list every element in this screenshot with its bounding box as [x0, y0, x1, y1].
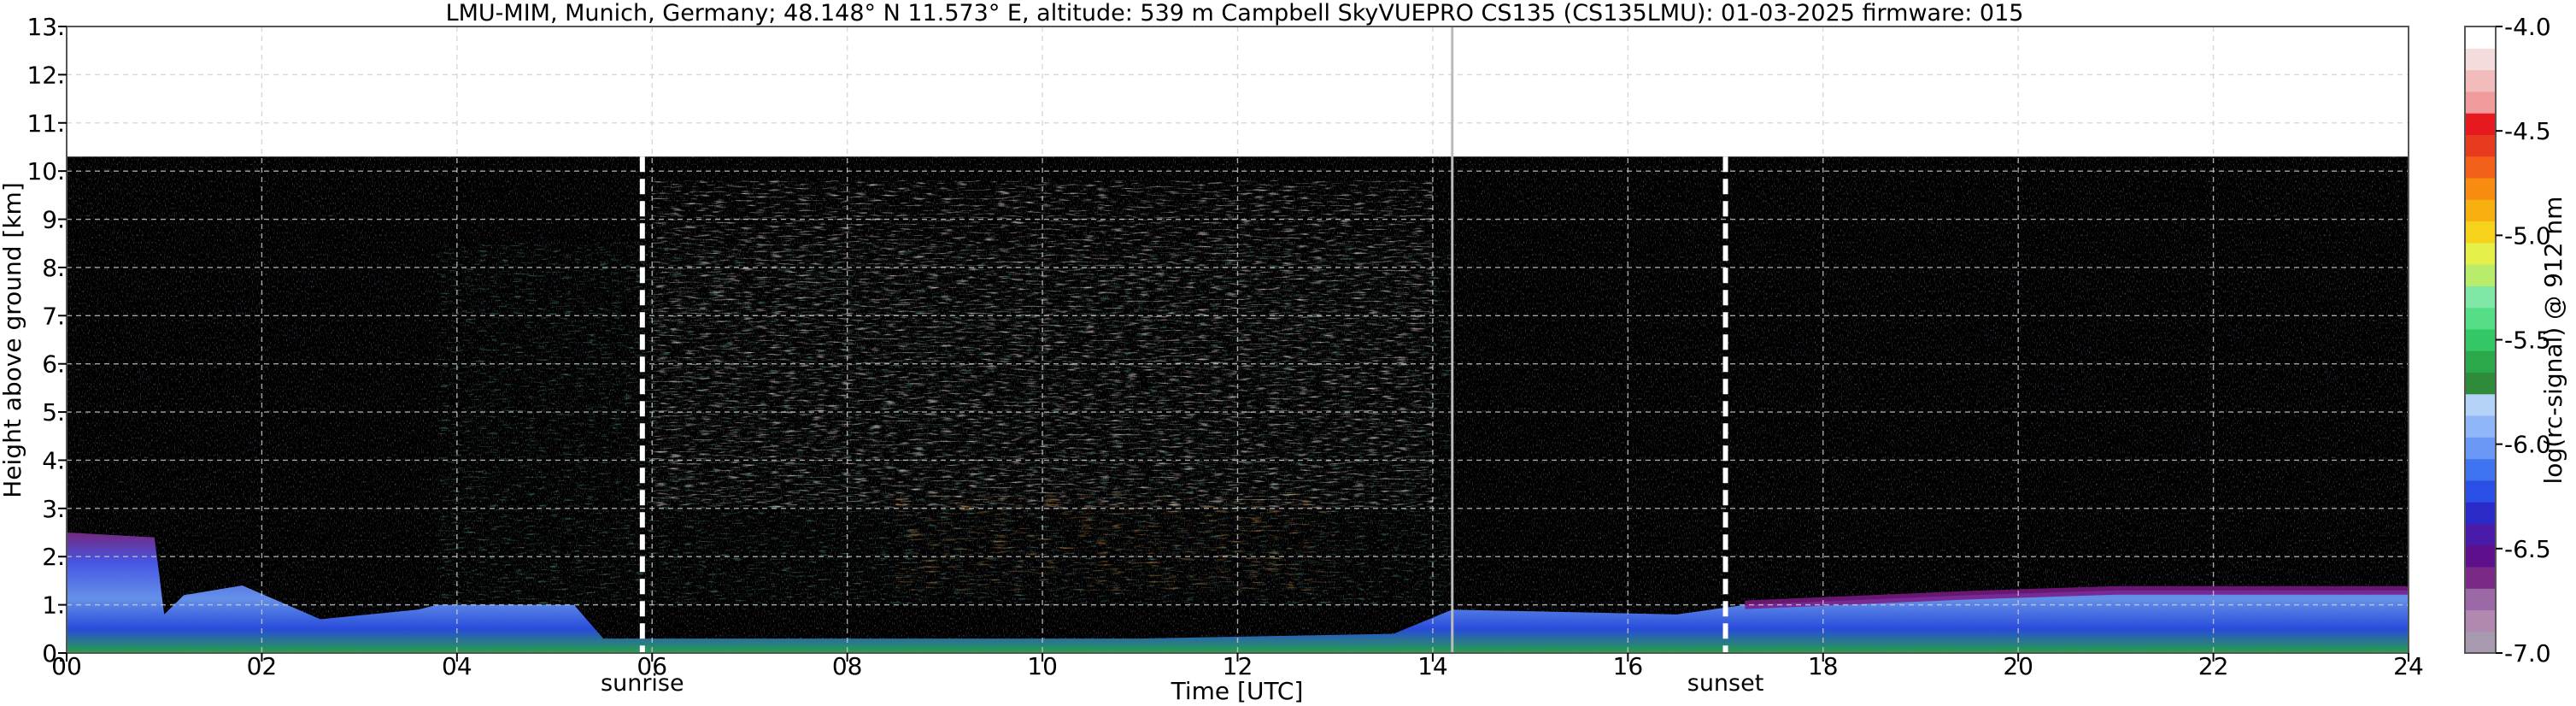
y-tick-label: 5. [42, 398, 65, 427]
colorbar-segment [2465, 566, 2496, 589]
colorbar-segment [2465, 26, 2496, 49]
colorbar-ticks: -4.0 -4.5 -5.0 -5.5 -6.0 -6.5 -7.0 [2496, 13, 2551, 668]
y-tick-label: 1. [42, 591, 65, 620]
x-tick-label: 24 [2393, 652, 2424, 680]
y-tick-label: 12. [26, 61, 65, 89]
colorbar-segment [2465, 113, 2496, 135]
y-tick-label: 4. [42, 446, 65, 474]
colorbar-segment [2465, 502, 2496, 524]
colorbar-label: log(rc-signal) @ 912 nm [2539, 197, 2567, 485]
x-tick-label: 02 [247, 652, 278, 680]
x-tick-label: 06 [637, 652, 667, 680]
colorbar-segment [2465, 221, 2496, 244]
colorbar-tick-label: -5.0 [2504, 221, 2551, 250]
x-tick-label: 00 [51, 652, 82, 680]
grid [67, 26, 2409, 653]
colorbar-segment [2465, 609, 2496, 632]
colorbar-tick-label: -4.5 [2504, 117, 2551, 145]
x-axis-ticks: 00 02 04 06 08 10 12 14 16 18 20 22 24 [51, 652, 2424, 680]
colorbar-tick-label: -4.0 [2504, 13, 2551, 41]
colorbar-segment [2465, 177, 2496, 200]
x-tick-label: 12 [1223, 652, 1253, 680]
colorbar-segment [2465, 350, 2496, 374]
colorbar-segment [2465, 199, 2496, 222]
colorbar-tick-label: -5.5 [2504, 327, 2551, 355]
colorbar-segment [2465, 372, 2496, 395]
colorbar-segment [2465, 393, 2496, 416]
y-tick-label: 13. [26, 13, 65, 41]
x-tick-label: 22 [2198, 652, 2229, 680]
x-tick-label: 16 [1613, 652, 1644, 680]
colorbar-segment [2465, 48, 2496, 71]
colorbar-segment [2465, 523, 2496, 546]
x-tick-label: 10 [1027, 652, 1058, 680]
y-tick-label: 9. [42, 206, 65, 234]
x-tick-label: 04 [442, 652, 472, 680]
x-tick-label: 08 [832, 652, 863, 680]
y-tick-label: 10. [26, 157, 65, 185]
colorbar-segment [2465, 479, 2496, 503]
y-tick-label: 8. [42, 254, 65, 282]
x-tick-label: 18 [1808, 652, 1839, 680]
colorbar-segment [2465, 437, 2496, 460]
colorbar-segment [2465, 588, 2496, 611]
colorbar-tick-label: -7.0 [2504, 639, 2551, 668]
y-tick-label: 6. [42, 350, 65, 379]
colorbar-segment [2465, 264, 2496, 286]
colorbar-segment [2465, 242, 2496, 265]
colorbar-segment [2465, 544, 2496, 568]
colorbar-segment [2465, 415, 2496, 438]
colorbar-segment [2465, 458, 2496, 481]
colorbar-segment [2465, 328, 2496, 351]
colorbar-tick-label: -6.5 [2504, 535, 2551, 563]
x-tick-label: 20 [2003, 652, 2033, 680]
x-tick-label: 14 [1417, 652, 1448, 680]
colorbar-segment [2465, 69, 2496, 92]
colorbar-segment [2465, 631, 2496, 654]
y-axis-ticks: 0. 1. 2. 3. 4. 5. 6. 7. 8. 9. 10. 11. 12. 13. [26, 13, 67, 668]
colorbar-segment [2465, 156, 2496, 179]
colorbar-segment [2465, 91, 2496, 114]
y-axis-label: Height above ground [km] [0, 182, 26, 498]
y-tick-label: 7. [42, 302, 65, 330]
y-tick-label: 2. [42, 543, 65, 571]
green-signal-speckle [437, 243, 1452, 605]
x-axis-label: Time [UTC] [1171, 677, 1304, 705]
colorbar-tick-label: -6.0 [2504, 431, 2551, 459]
chart-title: LMU-MIM, Munich, Germany; 48.148° N 11.5… [446, 0, 2024, 26]
boundary-layer-top [1745, 585, 2409, 609]
colorbar-segment [2465, 285, 2496, 309]
y-tick-label: 11. [26, 109, 65, 138]
y-tick-label: 0. [42, 639, 65, 668]
colorbar-segment [2465, 307, 2496, 330]
sun-marker-label: sunrise [601, 670, 684, 697]
sun-marker-label: sunset [1687, 670, 1764, 697]
sun-markers: sunrise sunset [601, 156, 1763, 697]
colorbar [2464, 26, 2497, 654]
colorbar-segment [2465, 134, 2496, 157]
y-tick-label: 3. [42, 495, 65, 523]
